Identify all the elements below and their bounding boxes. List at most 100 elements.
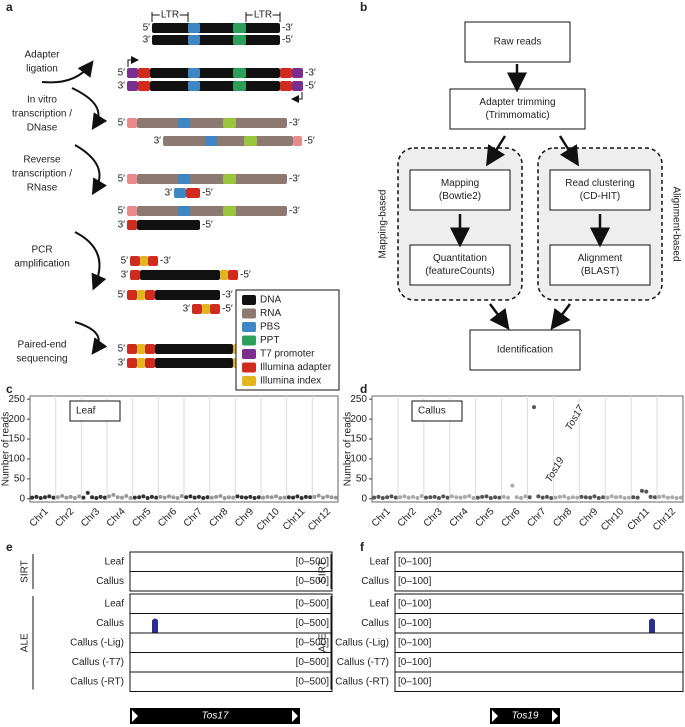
strand-segment (233, 81, 246, 91)
legend-swatch (242, 349, 256, 359)
step-label: ligation (26, 64, 58, 75)
strand-segment (228, 270, 238, 280)
range-label: [0–500] (296, 557, 330, 568)
track (394, 571, 684, 592)
point (316, 493, 321, 498)
point (445, 495, 450, 500)
x-tick-label: Chr5 (130, 506, 153, 529)
strand-end: 5′ (118, 344, 126, 355)
coverage-peak (649, 618, 655, 633)
point (188, 494, 193, 499)
range-label: [0–100] (398, 576, 432, 587)
point (639, 488, 644, 493)
strand-segment (280, 81, 292, 91)
strand-end: 3′ (154, 136, 162, 147)
node-label: (featureCounts) (425, 266, 494, 277)
track-label: Callus (-RT) (70, 677, 124, 688)
flow-node (469, 329, 581, 371)
strand-segment (127, 358, 137, 368)
point (107, 494, 112, 499)
strand-end: 5′ (143, 23, 151, 34)
point (506, 495, 511, 500)
strand-segment (188, 81, 200, 91)
step-arrow (74, 321, 108, 355)
point (295, 494, 300, 499)
point (635, 495, 640, 500)
gene-label: Tos17 (202, 711, 229, 722)
point (462, 494, 467, 499)
strand-segment (223, 206, 236, 216)
flow-arrow (489, 303, 510, 330)
step-arrow (71, 87, 108, 131)
point (145, 496, 150, 501)
point (72, 496, 77, 501)
node-label: Quantitation (433, 253, 487, 264)
strand-end: -3′ (289, 174, 300, 185)
point (77, 494, 82, 499)
point (235, 494, 240, 499)
point (85, 490, 90, 495)
range-label: [0–100] (398, 557, 432, 568)
track-label: Leaf (370, 599, 390, 610)
step-label: transcription / (12, 169, 72, 180)
track (394, 652, 684, 673)
point (38, 496, 43, 501)
node-label: Adapter trimming (479, 97, 555, 108)
point (652, 495, 657, 500)
start-arrow (291, 92, 303, 103)
strand-end: -3′ (305, 68, 316, 79)
point (308, 495, 313, 500)
point (115, 495, 120, 500)
step-arrow (74, 231, 107, 291)
point (55, 495, 60, 500)
flow-arrow (558, 135, 579, 167)
strand-segment (178, 206, 190, 216)
gene-label: Tos19 (512, 711, 539, 722)
point (406, 495, 411, 500)
flow-node (409, 169, 511, 211)
point (196, 494, 201, 499)
start-arrow (127, 56, 139, 67)
strand-end: -5′ (222, 304, 233, 315)
ltr-label: LTR (161, 10, 179, 21)
range-label: [0–100] (398, 599, 432, 610)
y-tick-label: 0 (361, 493, 367, 504)
point (42, 495, 47, 500)
node-label: Alignment (578, 253, 623, 264)
range-label: [0–100] (398, 638, 432, 649)
ltr-bracket (245, 12, 281, 22)
x-tick-label: Chr9 (233, 506, 256, 529)
point (98, 494, 103, 499)
strand-end: 5′ (118, 68, 126, 79)
point (226, 495, 231, 500)
strand-segment (223, 174, 236, 184)
track-label: Leaf (370, 557, 390, 568)
annotation: Tos17 (564, 403, 587, 432)
point (553, 495, 558, 500)
track-label: Callus (361, 576, 389, 587)
annotation: Tos19 (544, 455, 567, 484)
track (394, 551, 684, 572)
track (394, 632, 684, 653)
point (184, 495, 189, 500)
point (488, 496, 493, 501)
point (540, 495, 545, 500)
legend-label: Illumina adapter (260, 362, 332, 373)
strand-segment (130, 270, 140, 280)
strand-segment (140, 256, 148, 266)
strand-segment (137, 118, 287, 128)
point (111, 492, 116, 497)
flow-node (549, 244, 651, 286)
point (389, 494, 394, 499)
strand-segment (178, 118, 190, 128)
point (661, 494, 666, 499)
point (514, 495, 519, 500)
node-label: (BLAST) (581, 266, 619, 277)
point (380, 496, 385, 501)
strand-end: -5′ (240, 270, 251, 281)
legend-swatch (242, 308, 256, 319)
y-axis-label: Number of reads (343, 412, 354, 486)
point (158, 494, 163, 499)
point (303, 494, 308, 499)
step-label: transcription / (12, 109, 72, 120)
